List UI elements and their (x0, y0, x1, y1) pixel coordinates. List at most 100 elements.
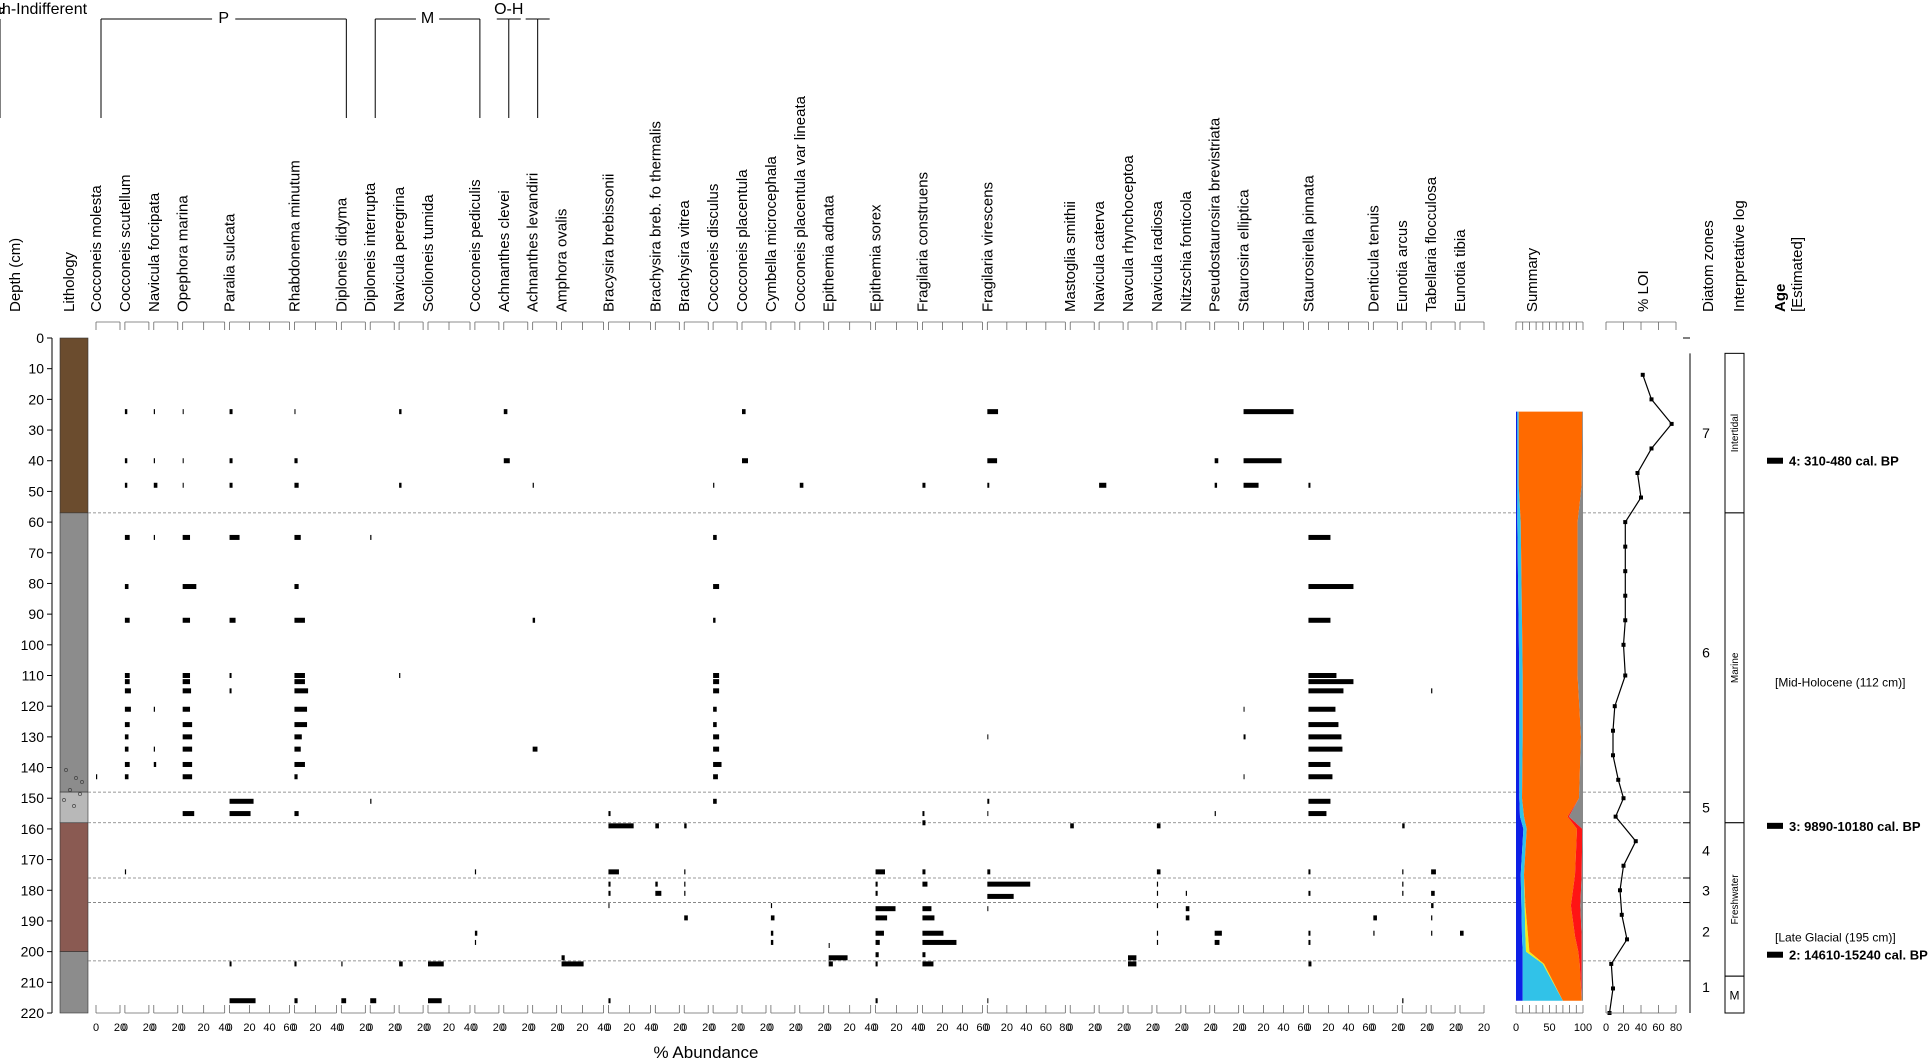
abundance-bar (1308, 673, 1337, 678)
loi-point (1625, 937, 1629, 942)
abundance-bar (1308, 961, 1312, 967)
taxon-tick-label: 0 (1183, 1022, 1189, 1034)
taxon-name: Scolioneis tumida (420, 194, 437, 312)
abundance-bar (922, 869, 926, 875)
abundance-bar (684, 823, 687, 829)
abundance-bar (294, 688, 309, 694)
taxon-tick-label: 0 (226, 1022, 232, 1034)
abundance-bar (124, 679, 130, 685)
loi-tick-label: 0 (1603, 1022, 1609, 1034)
abundance-bar (153, 482, 158, 488)
loi-point (1611, 728, 1615, 733)
depth-tick-label: 110 (22, 668, 45, 684)
abundance-bar (229, 673, 232, 678)
interp-label: Freshwater (1730, 874, 1741, 925)
taxon-tick-label: 20 (522, 1022, 534, 1034)
loi-point (1623, 618, 1628, 623)
taxon-tick-label: 40 (597, 1022, 609, 1034)
taxon-tick-label: 0 (530, 1022, 536, 1034)
abundance-bar (1308, 534, 1331, 540)
abundance-bar (182, 679, 191, 685)
abundance-bar (182, 534, 191, 540)
abundance-bar (532, 746, 538, 752)
interpretative-log-column: Interpretative log Intertidal Marine Fresh… (1724, 200, 1748, 1014)
taxon-tick-label: 40 (1342, 1022, 1354, 1034)
abundance-bar (182, 617, 191, 623)
taxon-tick-label: 20 (890, 1022, 902, 1034)
abundance-bar (875, 869, 886, 875)
taxon-tick-label: 0 (1370, 1022, 1376, 1034)
taxon-tick-label: 60 (1297, 1022, 1309, 1034)
loi-point (1649, 446, 1654, 451)
zone-label: 1 (1702, 979, 1710, 995)
taxon-tick-label: 40 (956, 1022, 968, 1034)
taxon-tick-label: 40 (911, 1022, 923, 1034)
gravel-symbol (72, 804, 76, 808)
abundance-bar (294, 734, 302, 740)
group-bracket: M (374, 10, 481, 118)
abundance-bar (987, 458, 998, 464)
abundance-bar (153, 458, 155, 464)
loi-point (1623, 593, 1628, 598)
taxon-name: Navicula forcipata (146, 192, 163, 312)
abundance-bar (341, 998, 347, 1004)
taxon-tick-label: 20 (1001, 1022, 1013, 1034)
taxon-tick-label: 20 (417, 1022, 429, 1034)
loi-header: % LOI (1635, 270, 1652, 312)
taxon-tick-label: 20 (818, 1022, 830, 1034)
abundance-bar (294, 706, 308, 712)
abundance-bar (987, 811, 989, 817)
abundance-bar (370, 534, 372, 540)
abundance-bar (608, 811, 611, 817)
loi-point (1621, 863, 1626, 868)
group-label: P (218, 10, 229, 27)
abundance-bar (922, 881, 928, 887)
taxon-tick-label: 20 (388, 1022, 400, 1034)
taxon-column: Paralia sulcata 0 20 40 60 (222, 213, 296, 1034)
depth-tick-label: 30 (28, 422, 44, 438)
depth-tick-label: 100 (21, 637, 45, 653)
abundance-bar (1156, 939, 1159, 945)
summary-tick-label: 100 (1574, 1022, 1592, 1034)
taxon-name: Fragilaria construens (914, 172, 931, 312)
taxon-tick-label: 0 (1096, 1022, 1102, 1034)
interp-label: Intertidal (1730, 414, 1741, 452)
taxon-tick-label: 0 (1125, 1022, 1131, 1034)
taxon-tick-label: 20 (114, 1022, 126, 1034)
abundance-bar (1308, 734, 1342, 740)
abundance-bar (742, 409, 746, 415)
abundance-bar (770, 915, 775, 921)
age-label: 2: 14610-15240 cal. BP (1789, 948, 1928, 963)
taxon-name: Brachysira breb. fo thermalis (647, 121, 664, 312)
abundance-bar (1308, 798, 1331, 804)
abundance-bar (229, 409, 233, 415)
abundance-bar (1243, 482, 1259, 488)
abundance-bar (370, 998, 377, 1004)
taxon-name: Fragilaria virescens (979, 182, 996, 312)
taxon-tick-label: 40 (1277, 1022, 1289, 1034)
abundance-bar (124, 688, 131, 694)
summary-tick-label: 0 (1513, 1022, 1519, 1034)
abundance-bar (713, 482, 715, 488)
abundance-bar (399, 673, 401, 678)
interp-label: Marine (1730, 652, 1741, 683)
abundance-bar (828, 961, 833, 967)
abundance-bar (229, 482, 233, 488)
group-bracket: U (0, 1, 6, 118)
taxon-name: Cocconeis placentula (734, 169, 751, 312)
age-header: Age (1772, 284, 1789, 312)
abundance-bar (124, 761, 130, 767)
abundance-bar (1156, 869, 1161, 875)
lithology-unit (59, 822, 89, 952)
abundance-bar (1214, 482, 1218, 488)
depth-tick-label: 40 (28, 453, 44, 469)
taxon-tick-label: 40 (263, 1022, 275, 1034)
group-label: M (421, 10, 434, 27)
